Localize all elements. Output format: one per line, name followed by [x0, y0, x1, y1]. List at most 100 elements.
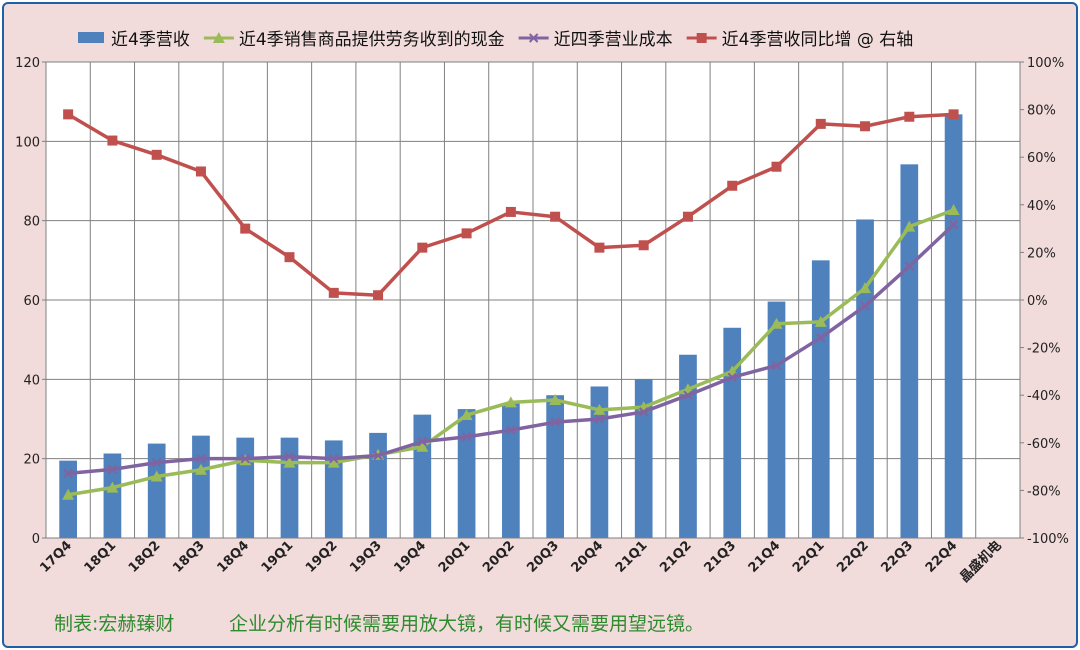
cost-point-stroke	[771, 360, 782, 371]
cash-point	[903, 220, 916, 232]
cost-point-stroke	[461, 432, 472, 442]
cost-point	[107, 464, 118, 475]
revenue-bar	[369, 432, 387, 538]
growth-point	[550, 211, 561, 222]
cost-point-stroke	[196, 453, 206, 464]
revenue-bar	[856, 219, 874, 538]
growth-point	[505, 206, 516, 217]
x-axis-tick: 20Q1	[436, 538, 474, 576]
revenue-bar	[413, 414, 432, 538]
cash-point	[947, 203, 960, 215]
revenue-bar	[103, 453, 122, 538]
revenue-bar	[457, 409, 476, 538]
legend-item: 近4季营收	[78, 30, 190, 50]
x-axis-tick: 21Q2	[657, 538, 695, 576]
revenue-bar	[811, 260, 830, 538]
cash-point	[106, 481, 119, 493]
growth-point	[195, 166, 206, 177]
cost-point-stroke	[240, 453, 250, 464]
cost-point-stroke	[151, 457, 162, 468]
revenue-bar	[324, 440, 343, 538]
x-axis-tick: 17Q4	[37, 538, 75, 576]
x-axis-tick: 18Q3	[170, 538, 208, 576]
growth-point	[860, 121, 871, 132]
cost-point-stroke	[638, 407, 649, 417]
cost-point	[816, 332, 826, 343]
growth-point	[107, 135, 118, 146]
right-axis-tick: 100%	[1027, 56, 1064, 71]
x-axis-tick: 18Q4	[214, 538, 252, 576]
right-axis-tick: 60%	[1027, 151, 1056, 166]
footer: 制表:宏赫臻财 企业分析有时候需要用放大镜，有时候又需要用望远镜。	[54, 613, 704, 635]
cost-point	[948, 219, 959, 230]
growth-point	[240, 223, 251, 234]
x-axis-tick: 18Q1	[82, 538, 120, 576]
cost-point	[461, 432, 472, 442]
growth-point	[284, 252, 295, 263]
right-axis-tick: -80%	[1027, 484, 1061, 499]
cost-point	[904, 261, 915, 271]
right-axis-tick: -20%	[1027, 342, 1061, 357]
cost-point-stroke	[683, 390, 693, 400]
cost-point-stroke	[550, 417, 560, 427]
cash-point	[194, 463, 207, 475]
cost-point	[727, 372, 737, 383]
cost-point-stroke	[284, 451, 295, 462]
cash-point	[504, 396, 517, 408]
x-axis-tick: 21Q3	[701, 538, 739, 576]
cash-point	[283, 456, 296, 468]
cost-point	[329, 453, 339, 464]
cost-point	[506, 425, 516, 435]
cost-point	[550, 417, 560, 427]
right-axis-tick: -60%	[1027, 437, 1061, 452]
growth-point	[151, 149, 162, 160]
cost-point	[373, 450, 383, 461]
cost-point-stroke	[107, 464, 118, 475]
cost-point	[151, 457, 162, 468]
growth-point	[594, 242, 605, 253]
cost-point-stroke	[417, 436, 428, 447]
cost-point-stroke	[904, 261, 915, 271]
right-axis-tick: 20%	[1027, 246, 1056, 261]
growth-point	[727, 180, 738, 191]
growth-point	[638, 240, 649, 251]
x-axis-tick: 18Q2	[126, 538, 164, 576]
revenue-bar	[634, 379, 653, 538]
footer-credit: 制表:宏赫臻财	[54, 613, 174, 635]
cost-point-stroke	[948, 219, 959, 230]
x-axis-tick: 22Q4	[923, 538, 961, 576]
cash-point	[814, 315, 827, 327]
right-axis-tick: -40%	[1027, 389, 1061, 404]
growth-point	[815, 118, 826, 129]
cost-point-stroke	[860, 301, 870, 311]
revenue-bar	[944, 114, 963, 539]
triangle-marker-icon	[212, 32, 225, 43]
left-axis-tick: 120	[15, 56, 40, 71]
x-axis-tick: 22Q1	[790, 538, 828, 576]
cash-point	[549, 393, 562, 405]
cost-point	[594, 414, 605, 424]
growth-point	[373, 290, 384, 301]
x-axis-tick: 22Q2	[834, 538, 872, 576]
x-axis-tick: 20Q2	[480, 538, 518, 576]
growth-point	[417, 242, 428, 253]
cash-point	[327, 456, 340, 468]
cash-point	[416, 440, 429, 452]
revenue-bar	[192, 435, 210, 538]
x-axis-tick: 21Q4	[746, 538, 784, 576]
cash-point	[770, 317, 783, 329]
growth-point	[682, 211, 693, 222]
combo-chart: 0 20 40 60 80 100 120 -100% -80% -60% -40% -20% 0% 20…	[15, 30, 1069, 635]
revenue-bar	[546, 395, 564, 538]
cash-point	[859, 282, 872, 294]
cash-point	[150, 470, 163, 482]
left-axis-tick: 0	[32, 532, 40, 547]
cost-point	[683, 390, 693, 400]
legend-label: 近4季销售商品提供劳务收到的现金	[239, 30, 505, 50]
revenue-bar	[147, 443, 166, 538]
legend-item: 近4季销售商品提供劳务收到的现金	[203, 30, 505, 50]
x-axis-tick: 19Q1	[259, 538, 297, 576]
revenue-bar	[900, 164, 919, 538]
revenue-bar	[679, 354, 697, 538]
